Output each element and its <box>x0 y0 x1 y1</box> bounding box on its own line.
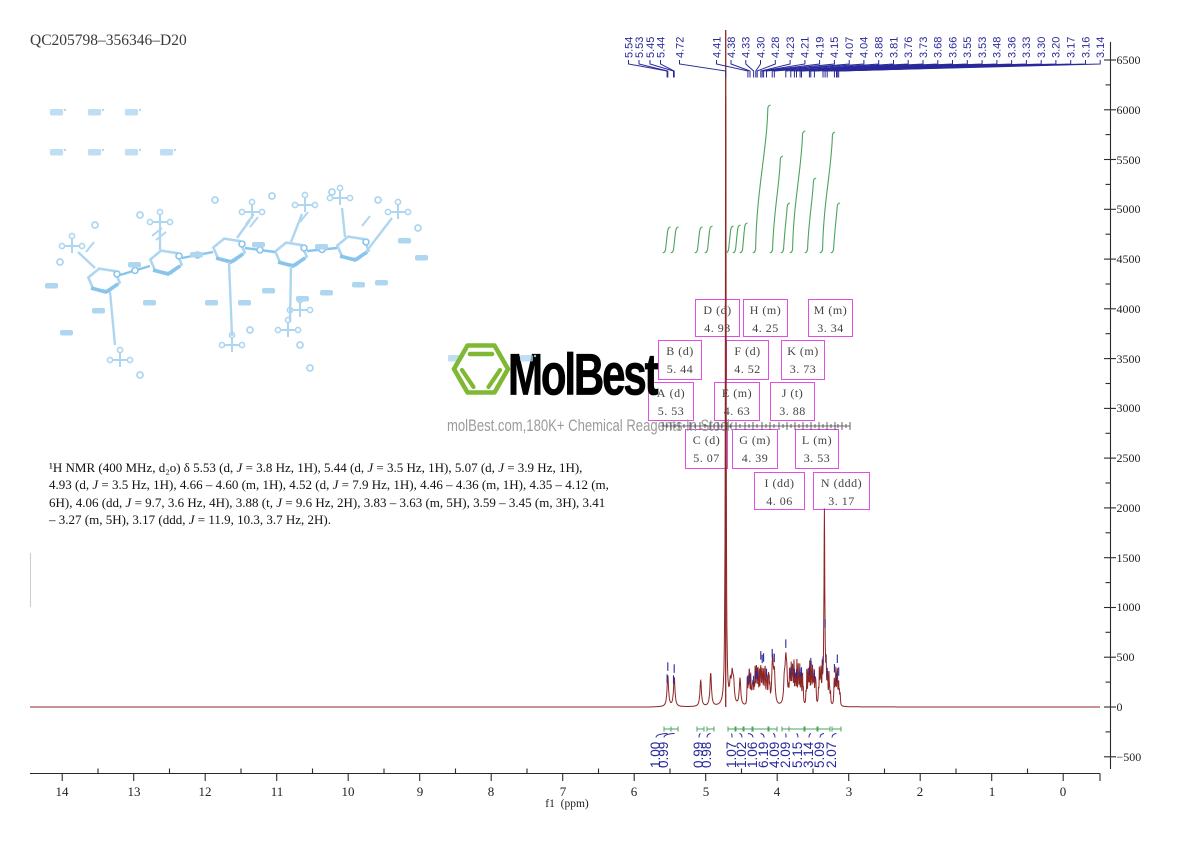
svg-text:3.20: 3.20 <box>1051 37 1063 58</box>
svg-text:1.07: 1.07 <box>724 742 739 768</box>
svg-text:13: 13 <box>128 784 141 799</box>
svg-text:5.45: 5.45 <box>645 37 657 58</box>
svg-text:8: 8 <box>488 784 495 799</box>
svg-text:4.07: 4.07 <box>844 37 856 58</box>
svg-text:4500: 4500 <box>1117 252 1141 266</box>
svg-text:5.15: 5.15 <box>790 742 805 768</box>
svg-text:1.02: 1.02 <box>734 742 749 768</box>
svg-text:5.53: 5.53 <box>634 37 646 58</box>
svg-text:4.19: 4.19 <box>814 37 826 58</box>
svg-text:6.19: 6.19 <box>756 742 771 768</box>
svg-text:6000: 6000 <box>1117 103 1141 117</box>
svg-text:0: 0 <box>1060 784 1067 799</box>
svg-text:3.30: 3.30 <box>1036 37 1048 58</box>
svg-text:4.04: 4.04 <box>859 37 871 58</box>
svg-text:3.36: 3.36 <box>1006 37 1018 58</box>
svg-text:6500: 6500 <box>1117 53 1141 67</box>
svg-text:2.09: 2.09 <box>778 742 793 768</box>
svg-text:3: 3 <box>846 784 853 799</box>
svg-text:4.28: 4.28 <box>770 37 782 58</box>
svg-text:9: 9 <box>417 784 424 799</box>
svg-text:12: 12 <box>199 784 212 799</box>
svg-text:3.33: 3.33 <box>1021 37 1033 58</box>
svg-text:4.23: 4.23 <box>785 37 797 58</box>
svg-text:2500: 2500 <box>1117 451 1141 465</box>
svg-text:5500: 5500 <box>1117 153 1141 167</box>
svg-text:4.33: 4.33 <box>741 37 753 58</box>
svg-text:4.72: 4.72 <box>674 37 686 58</box>
svg-text:7: 7 <box>560 784 567 799</box>
svg-text:3.66: 3.66 <box>947 37 959 58</box>
svg-text:4.30: 4.30 <box>755 37 767 58</box>
svg-text:1000: 1000 <box>1117 600 1141 614</box>
svg-text:3.55: 3.55 <box>962 37 974 58</box>
svg-text:3.88: 3.88 <box>874 37 886 58</box>
svg-text:3.14: 3.14 <box>801 741 816 768</box>
svg-text:4.21: 4.21 <box>800 37 812 58</box>
svg-text:4.41: 4.41 <box>711 37 723 58</box>
svg-text:3.17: 3.17 <box>1066 37 1078 58</box>
svg-text:3.14: 3.14 <box>1095 37 1107 58</box>
svg-text:4.38: 4.38 <box>726 37 738 58</box>
svg-text:5: 5 <box>703 784 710 799</box>
svg-text:5.54: 5.54 <box>623 37 635 58</box>
svg-text:2.07: 2.07 <box>824 742 839 768</box>
svg-text:1: 1 <box>989 784 996 799</box>
svg-text:−500: −500 <box>1117 750 1142 764</box>
svg-text:1500: 1500 <box>1117 551 1141 565</box>
svg-text:5.44: 5.44 <box>655 37 667 58</box>
svg-text:14: 14 <box>56 784 70 799</box>
svg-text:2000: 2000 <box>1117 501 1141 515</box>
svg-text:500: 500 <box>1117 650 1135 664</box>
svg-text:f1 (ppm): f1 (ppm) <box>545 798 589 810</box>
svg-text:4.15: 4.15 <box>829 37 841 58</box>
svg-text:3.76: 3.76 <box>903 37 915 58</box>
svg-text:10: 10 <box>342 784 355 799</box>
svg-text:4.09: 4.09 <box>767 742 782 768</box>
svg-text:4: 4 <box>774 784 781 799</box>
svg-text:3.48: 3.48 <box>992 37 1004 58</box>
svg-text:11: 11 <box>271 784 284 799</box>
svg-text:0.98: 0.98 <box>699 742 714 768</box>
svg-text:1.06: 1.06 <box>745 742 760 768</box>
svg-text:3.68: 3.68 <box>933 37 945 58</box>
svg-text:3.53: 3.53 <box>977 37 989 58</box>
svg-text:1.00: 1.00 <box>648 742 663 768</box>
svg-text:3.16: 3.16 <box>1080 37 1092 58</box>
svg-text:4000: 4000 <box>1117 302 1141 316</box>
svg-text:0.99: 0.99 <box>656 742 671 768</box>
svg-text:5000: 5000 <box>1117 202 1141 216</box>
svg-text:6: 6 <box>631 784 638 799</box>
svg-text:5.09: 5.09 <box>812 742 827 768</box>
svg-text:3.73: 3.73 <box>918 37 930 58</box>
svg-text:3000: 3000 <box>1117 401 1141 415</box>
svg-text:0.99: 0.99 <box>691 742 706 768</box>
svg-text:3.81: 3.81 <box>888 37 900 58</box>
svg-text:2: 2 <box>917 784 924 799</box>
svg-text:3500: 3500 <box>1117 352 1141 366</box>
svg-text:0: 0 <box>1117 700 1123 714</box>
